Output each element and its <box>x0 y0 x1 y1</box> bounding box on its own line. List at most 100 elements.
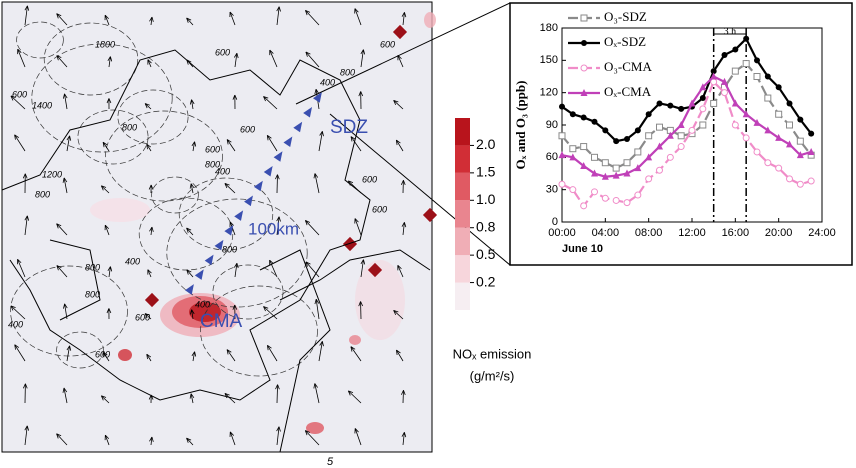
colorbar-band <box>455 145 470 173</box>
wind-vector <box>318 341 323 362</box>
y-tick-label: 90 <box>546 119 558 131</box>
wind-vector <box>397 55 404 68</box>
wind-head <box>229 11 234 17</box>
wind-vector <box>396 349 404 362</box>
wind-vector <box>276 216 280 236</box>
wind-head <box>56 13 62 19</box>
wind-vector <box>150 16 153 26</box>
wind-vector <box>354 428 362 446</box>
wind-vector <box>150 226 153 236</box>
marker <box>634 191 642 199</box>
marker <box>634 127 641 134</box>
marker <box>721 51 728 58</box>
marker <box>808 130 815 137</box>
wind-head <box>304 430 311 436</box>
wind-head <box>189 183 195 189</box>
contour <box>117 89 189 145</box>
y-tick-label: 60 <box>546 151 558 163</box>
wind-head <box>267 344 272 351</box>
wind-vector <box>102 142 110 152</box>
wind-vector <box>354 218 362 236</box>
colorbar-tick-label: 0.5 <box>476 246 496 262</box>
wind-vector <box>396 139 404 152</box>
marker <box>569 186 577 194</box>
marker <box>786 100 793 107</box>
contour-label: 600 <box>240 124 255 134</box>
wind-head <box>66 345 72 351</box>
marker <box>775 133 783 141</box>
contour-label: 600 <box>362 174 377 184</box>
colorbar-band <box>455 282 470 310</box>
wind-head <box>147 59 152 65</box>
wind-head <box>360 49 366 55</box>
emission-point <box>144 292 160 308</box>
wind-head <box>149 436 154 442</box>
wind-vector <box>64 303 68 320</box>
marker <box>612 164 620 172</box>
contour-label: 1400 <box>32 100 52 110</box>
wind-head <box>226 349 232 355</box>
wind-head <box>56 55 62 61</box>
contour <box>16 21 64 59</box>
wind-vector <box>192 351 195 362</box>
wind-head <box>401 12 407 18</box>
wind-vector <box>17 49 26 68</box>
marker <box>581 40 587 46</box>
marker <box>601 172 609 180</box>
wind-vector <box>186 59 194 68</box>
transport-arrow <box>293 121 303 133</box>
transport-arrow <box>303 106 313 118</box>
place-label: CMA <box>200 311 243 332</box>
marker <box>721 89 728 97</box>
wind-vector <box>150 436 153 446</box>
marker <box>677 143 685 151</box>
colorbar-band <box>455 255 470 283</box>
marker <box>624 136 630 143</box>
wind-head <box>319 131 324 137</box>
wind-vector <box>66 345 71 362</box>
marker <box>754 57 760 64</box>
contour <box>166 198 308 308</box>
emission-point <box>392 24 408 40</box>
emission-area <box>118 349 132 361</box>
marker <box>559 103 565 110</box>
wind-head <box>186 59 192 65</box>
marker <box>710 99 718 107</box>
wind-vector <box>10 95 26 110</box>
wind-vector <box>263 306 278 320</box>
contour-label: 800 <box>85 289 100 299</box>
y-axis-label: Oₓ and O₃ (ppb) <box>513 81 528 170</box>
wind-head <box>358 91 364 97</box>
wind-vector <box>305 261 320 278</box>
marker <box>731 67 739 75</box>
wind-head <box>146 143 152 150</box>
connector <box>295 2 511 105</box>
marker <box>656 166 663 174</box>
wind-head <box>22 383 28 389</box>
wind-head <box>17 48 22 55</box>
border <box>279 249 431 301</box>
legend-label: O₃-SDZ <box>604 9 647 24</box>
wind-head <box>14 134 19 140</box>
wind-head <box>314 299 320 305</box>
wind-scale-label: 5 <box>327 456 334 468</box>
marker <box>677 121 685 128</box>
marker <box>678 105 685 112</box>
marker <box>602 127 609 134</box>
contour <box>138 197 234 271</box>
wind-head <box>106 308 112 314</box>
wind-vector <box>402 222 405 236</box>
wind-vector <box>104 434 110 446</box>
wind-vector <box>314 383 320 404</box>
marker <box>775 84 782 91</box>
contour-label: 400 <box>215 166 230 176</box>
map-layer <box>1 5 438 453</box>
wind-head <box>104 224 109 231</box>
marker <box>786 140 793 148</box>
wind-head <box>24 215 30 221</box>
contour-label: 1800 <box>95 39 115 49</box>
wind-head <box>314 89 319 95</box>
wind-head <box>186 269 192 275</box>
wind-vector <box>63 177 68 194</box>
